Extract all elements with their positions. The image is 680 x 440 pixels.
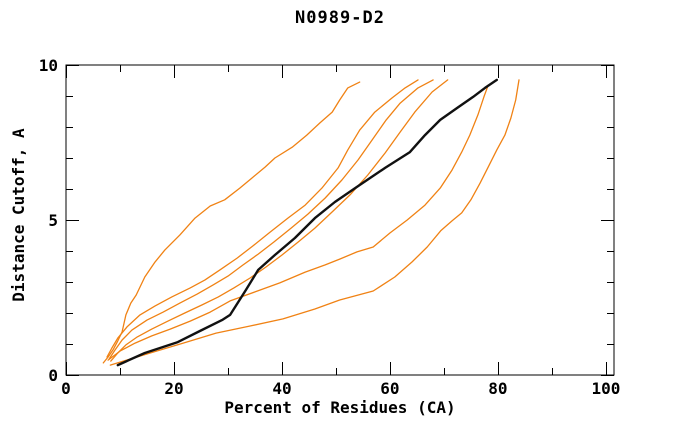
chart-title: N0989-D2: [295, 8, 385, 28]
curve-prediction-3: [108, 79, 434, 360]
x-tick-label: 80: [488, 379, 507, 398]
plot-frame: [65, 64, 615, 376]
curve-prediction-2: [106, 79, 419, 358]
x-tick-label: 20: [164, 379, 183, 398]
curve-prediction-1: [102, 81, 361, 364]
curve-prediction-6: [109, 79, 520, 366]
curve-selected-model: [116, 78, 498, 367]
curve-prediction-5: [107, 84, 489, 361]
x-tick-label: 0: [61, 379, 71, 398]
x-axis-label: Percent of Residues (CA): [224, 398, 456, 417]
x-tick-label: 100: [591, 379, 620, 398]
x-tick-label: 60: [380, 379, 399, 398]
y-tick-label: 5: [48, 211, 58, 230]
x-tick-label: 40: [272, 379, 291, 398]
curve-prediction-4: [110, 79, 449, 362]
y-tick-label: 10: [39, 56, 58, 75]
y-tick-label: 0: [48, 366, 58, 385]
